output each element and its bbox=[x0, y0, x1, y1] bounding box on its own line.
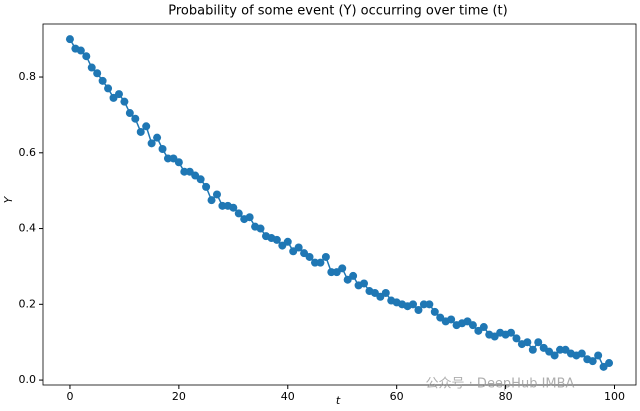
data-point bbox=[125, 109, 134, 118]
x-tick-label: 40 bbox=[281, 390, 295, 403]
data-point bbox=[229, 203, 238, 212]
y-tick-label: 0.6 bbox=[19, 146, 37, 159]
data-point bbox=[93, 69, 102, 78]
x-tick-label: 60 bbox=[390, 390, 404, 403]
data-point bbox=[305, 252, 314, 261]
data-point bbox=[447, 315, 456, 324]
data-point bbox=[76, 46, 85, 55]
data-point bbox=[425, 300, 434, 309]
data-point bbox=[409, 300, 418, 309]
data-point bbox=[316, 258, 325, 267]
data-point bbox=[234, 209, 243, 218]
data-point bbox=[196, 175, 205, 184]
data-point bbox=[430, 307, 439, 316]
data-point bbox=[114, 90, 123, 99]
data-point bbox=[512, 334, 521, 343]
data-point bbox=[507, 328, 516, 337]
data-point bbox=[202, 182, 211, 191]
data-point bbox=[479, 323, 488, 332]
x-tick-label: 0 bbox=[66, 390, 73, 403]
watermark: 公众号 · DeepHub IMBA bbox=[426, 377, 575, 392]
y-tick-label: 0.2 bbox=[19, 297, 37, 310]
data-point bbox=[131, 114, 140, 123]
data-point bbox=[136, 127, 145, 136]
data-point bbox=[120, 97, 129, 106]
series-line bbox=[69, 38, 610, 368]
data-point bbox=[414, 305, 423, 314]
data-point bbox=[272, 235, 281, 244]
data-point bbox=[283, 237, 292, 246]
data-point bbox=[82, 52, 91, 61]
data-point bbox=[534, 338, 543, 347]
y-tick-label: 0.0 bbox=[19, 373, 37, 386]
data-point bbox=[577, 349, 586, 358]
data-point bbox=[550, 351, 559, 360]
x-axis-label: t bbox=[336, 394, 341, 407]
data-point bbox=[158, 145, 167, 154]
data-point bbox=[528, 345, 537, 354]
x-tick-label: 20 bbox=[172, 390, 186, 403]
data-point bbox=[98, 76, 107, 85]
data-point bbox=[153, 133, 162, 142]
data-point bbox=[381, 288, 390, 297]
data-point bbox=[338, 264, 347, 273]
data-point bbox=[349, 271, 358, 280]
plot-frame bbox=[42, 23, 637, 386]
data-point bbox=[605, 359, 614, 368]
data-point bbox=[594, 351, 603, 360]
data-point bbox=[174, 158, 183, 167]
y-axis-label: Y bbox=[2, 195, 15, 203]
x-tick-label: 100 bbox=[604, 390, 625, 403]
data-point bbox=[360, 279, 369, 288]
y-tick-label: 0.4 bbox=[19, 222, 37, 235]
data-point bbox=[256, 224, 265, 233]
data-point bbox=[104, 84, 113, 93]
data-point bbox=[147, 139, 156, 148]
data-point bbox=[468, 321, 477, 330]
data-point bbox=[523, 338, 532, 347]
data-point bbox=[87, 63, 96, 72]
data-point bbox=[207, 196, 216, 205]
data-point bbox=[212, 190, 221, 199]
data-point bbox=[588, 357, 597, 366]
data-point bbox=[321, 252, 330, 261]
data-point bbox=[294, 243, 303, 252]
y-tick-label: 0.8 bbox=[19, 70, 37, 83]
data-point bbox=[65, 35, 74, 44]
x-tick-label: 80 bbox=[499, 390, 513, 403]
data-point bbox=[142, 122, 151, 131]
data-point bbox=[245, 213, 254, 222]
chart-title: Probability of some event (Y) occurring … bbox=[168, 4, 507, 19]
